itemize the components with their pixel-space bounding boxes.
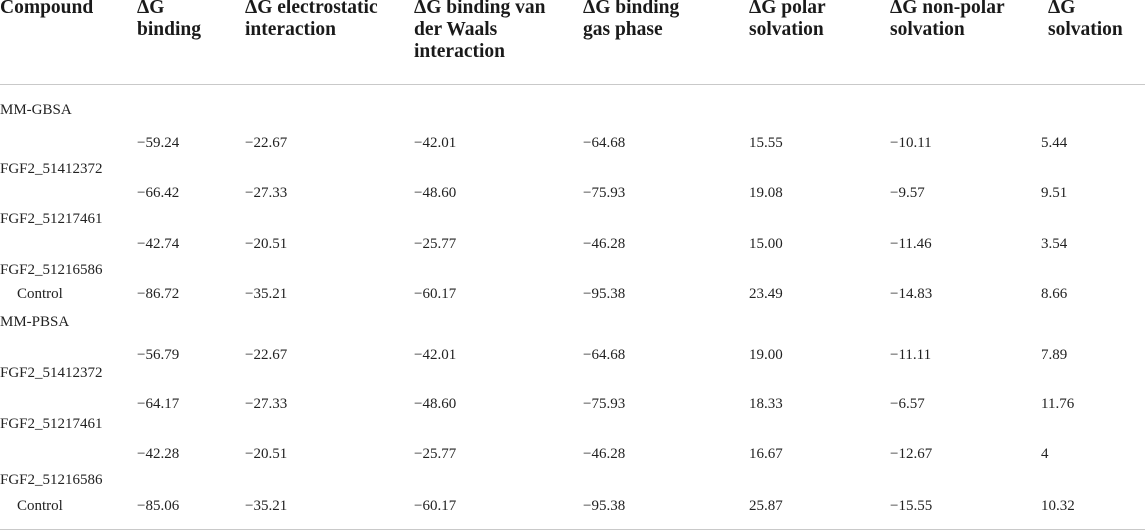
value-cell: −85.06 [137, 498, 180, 514]
value-cell: −48.60 [414, 396, 457, 412]
value-cell: −46.28 [583, 446, 626, 462]
value-cell: −35.21 [245, 286, 288, 302]
value-cell: −75.93 [583, 185, 626, 201]
value-cell: −20.51 [245, 446, 288, 462]
header-compound: Compound [0, 0, 94, 18]
compound-name: FGF2_51412372 [0, 365, 103, 381]
compound-name: FGF2_51412372 [0, 161, 103, 177]
header-dg-polar-solvation: ΔG polar solvation [749, 0, 826, 40]
value-cell: 19.00 [749, 347, 783, 363]
compound-name: Control [17, 286, 63, 302]
value-cell: −59.24 [137, 135, 180, 151]
value-cell: 15.00 [749, 236, 783, 252]
value-cell: 11.76 [1041, 396, 1075, 412]
value-cell: −12.67 [890, 446, 933, 462]
value-cell: 9.51 [1041, 185, 1068, 201]
value-cell: −6.57 [890, 396, 925, 412]
value-cell: −95.38 [583, 286, 626, 302]
value-cell: −64.68 [583, 135, 626, 151]
header-dg-binding: ΔG binding [137, 0, 201, 40]
value-cell: 16.67 [749, 446, 783, 462]
value-cell: −22.67 [245, 347, 288, 363]
value-cell: −42.28 [137, 446, 180, 462]
value-cell: −42.01 [414, 347, 457, 363]
value-cell: −22.67 [245, 135, 288, 151]
value-cell: 3.54 [1041, 236, 1068, 252]
value-cell: −25.77 [414, 236, 457, 252]
value-cell: −64.68 [583, 347, 626, 363]
value-cell: −86.72 [137, 286, 180, 302]
value-cell: −64.17 [137, 396, 180, 412]
table-header: Compound ΔG binding ΔG electrostatic inter… [0, 0, 1145, 84]
value-cell: −46.28 [583, 236, 626, 252]
value-cell: 23.49 [749, 286, 783, 302]
value-cell: −60.17 [414, 498, 457, 514]
value-cell: −35.21 [245, 498, 288, 514]
header-dg-gas-phase: ΔG binding gas phase [583, 0, 680, 40]
value-cell: −14.83 [890, 286, 933, 302]
value-cell: −27.33 [245, 396, 288, 412]
value-cell: −56.79 [137, 347, 180, 363]
bottom-rule [0, 529, 1145, 530]
value-cell: −15.55 [890, 498, 933, 514]
value-cell: −27.33 [245, 185, 288, 201]
value-cell: 18.33 [749, 396, 783, 412]
value-cell: −9.57 [890, 185, 925, 201]
value-cell: −66.42 [137, 185, 180, 201]
header-dg-solvation: ΔG solvation [1048, 0, 1123, 40]
value-cell: 5.44 [1041, 135, 1068, 151]
value-cell: −60.17 [414, 286, 457, 302]
value-cell: 7.89 [1041, 347, 1068, 363]
value-cell: −95.38 [583, 498, 626, 514]
value-cell: −42.74 [137, 236, 180, 252]
value-cell: 8.66 [1041, 286, 1068, 302]
header-dg-nonpolar-solvation: ΔG non-polar solvation [890, 0, 1005, 40]
compound-name: FGF2_51216586 [0, 472, 103, 488]
value-cell: 19.08 [749, 185, 783, 201]
value-cell: 10.32 [1041, 498, 1075, 514]
value-cell: −48.60 [414, 185, 457, 201]
value-cell: 4 [1041, 446, 1049, 462]
header-dg-vdw: ΔG binding van der Waals interaction [414, 0, 546, 62]
value-cell: −10.11 [890, 135, 932, 151]
value-cell: −25.77 [414, 446, 457, 462]
section-label-mmgbsa: MM-GBSA [0, 102, 72, 118]
compound-name: FGF2_51217461 [0, 416, 103, 432]
compound-name: FGF2_51216586 [0, 262, 103, 278]
value-cell: 15.55 [749, 135, 783, 151]
value-cell: −75.93 [583, 396, 626, 412]
value-cell: −11.46 [890, 236, 932, 252]
header-dg-electrostatic: ΔG electrostatic interaction [245, 0, 378, 40]
value-cell: 25.87 [749, 498, 783, 514]
value-cell: −42.01 [414, 135, 457, 151]
value-cell: −20.51 [245, 236, 288, 252]
header-rule [0, 84, 1145, 85]
section-label-mmpbsa: MM-PBSA [0, 314, 70, 330]
compound-name: Control [17, 498, 63, 514]
value-cell: −11.11 [890, 347, 932, 363]
compound-name: FGF2_51217461 [0, 211, 103, 227]
